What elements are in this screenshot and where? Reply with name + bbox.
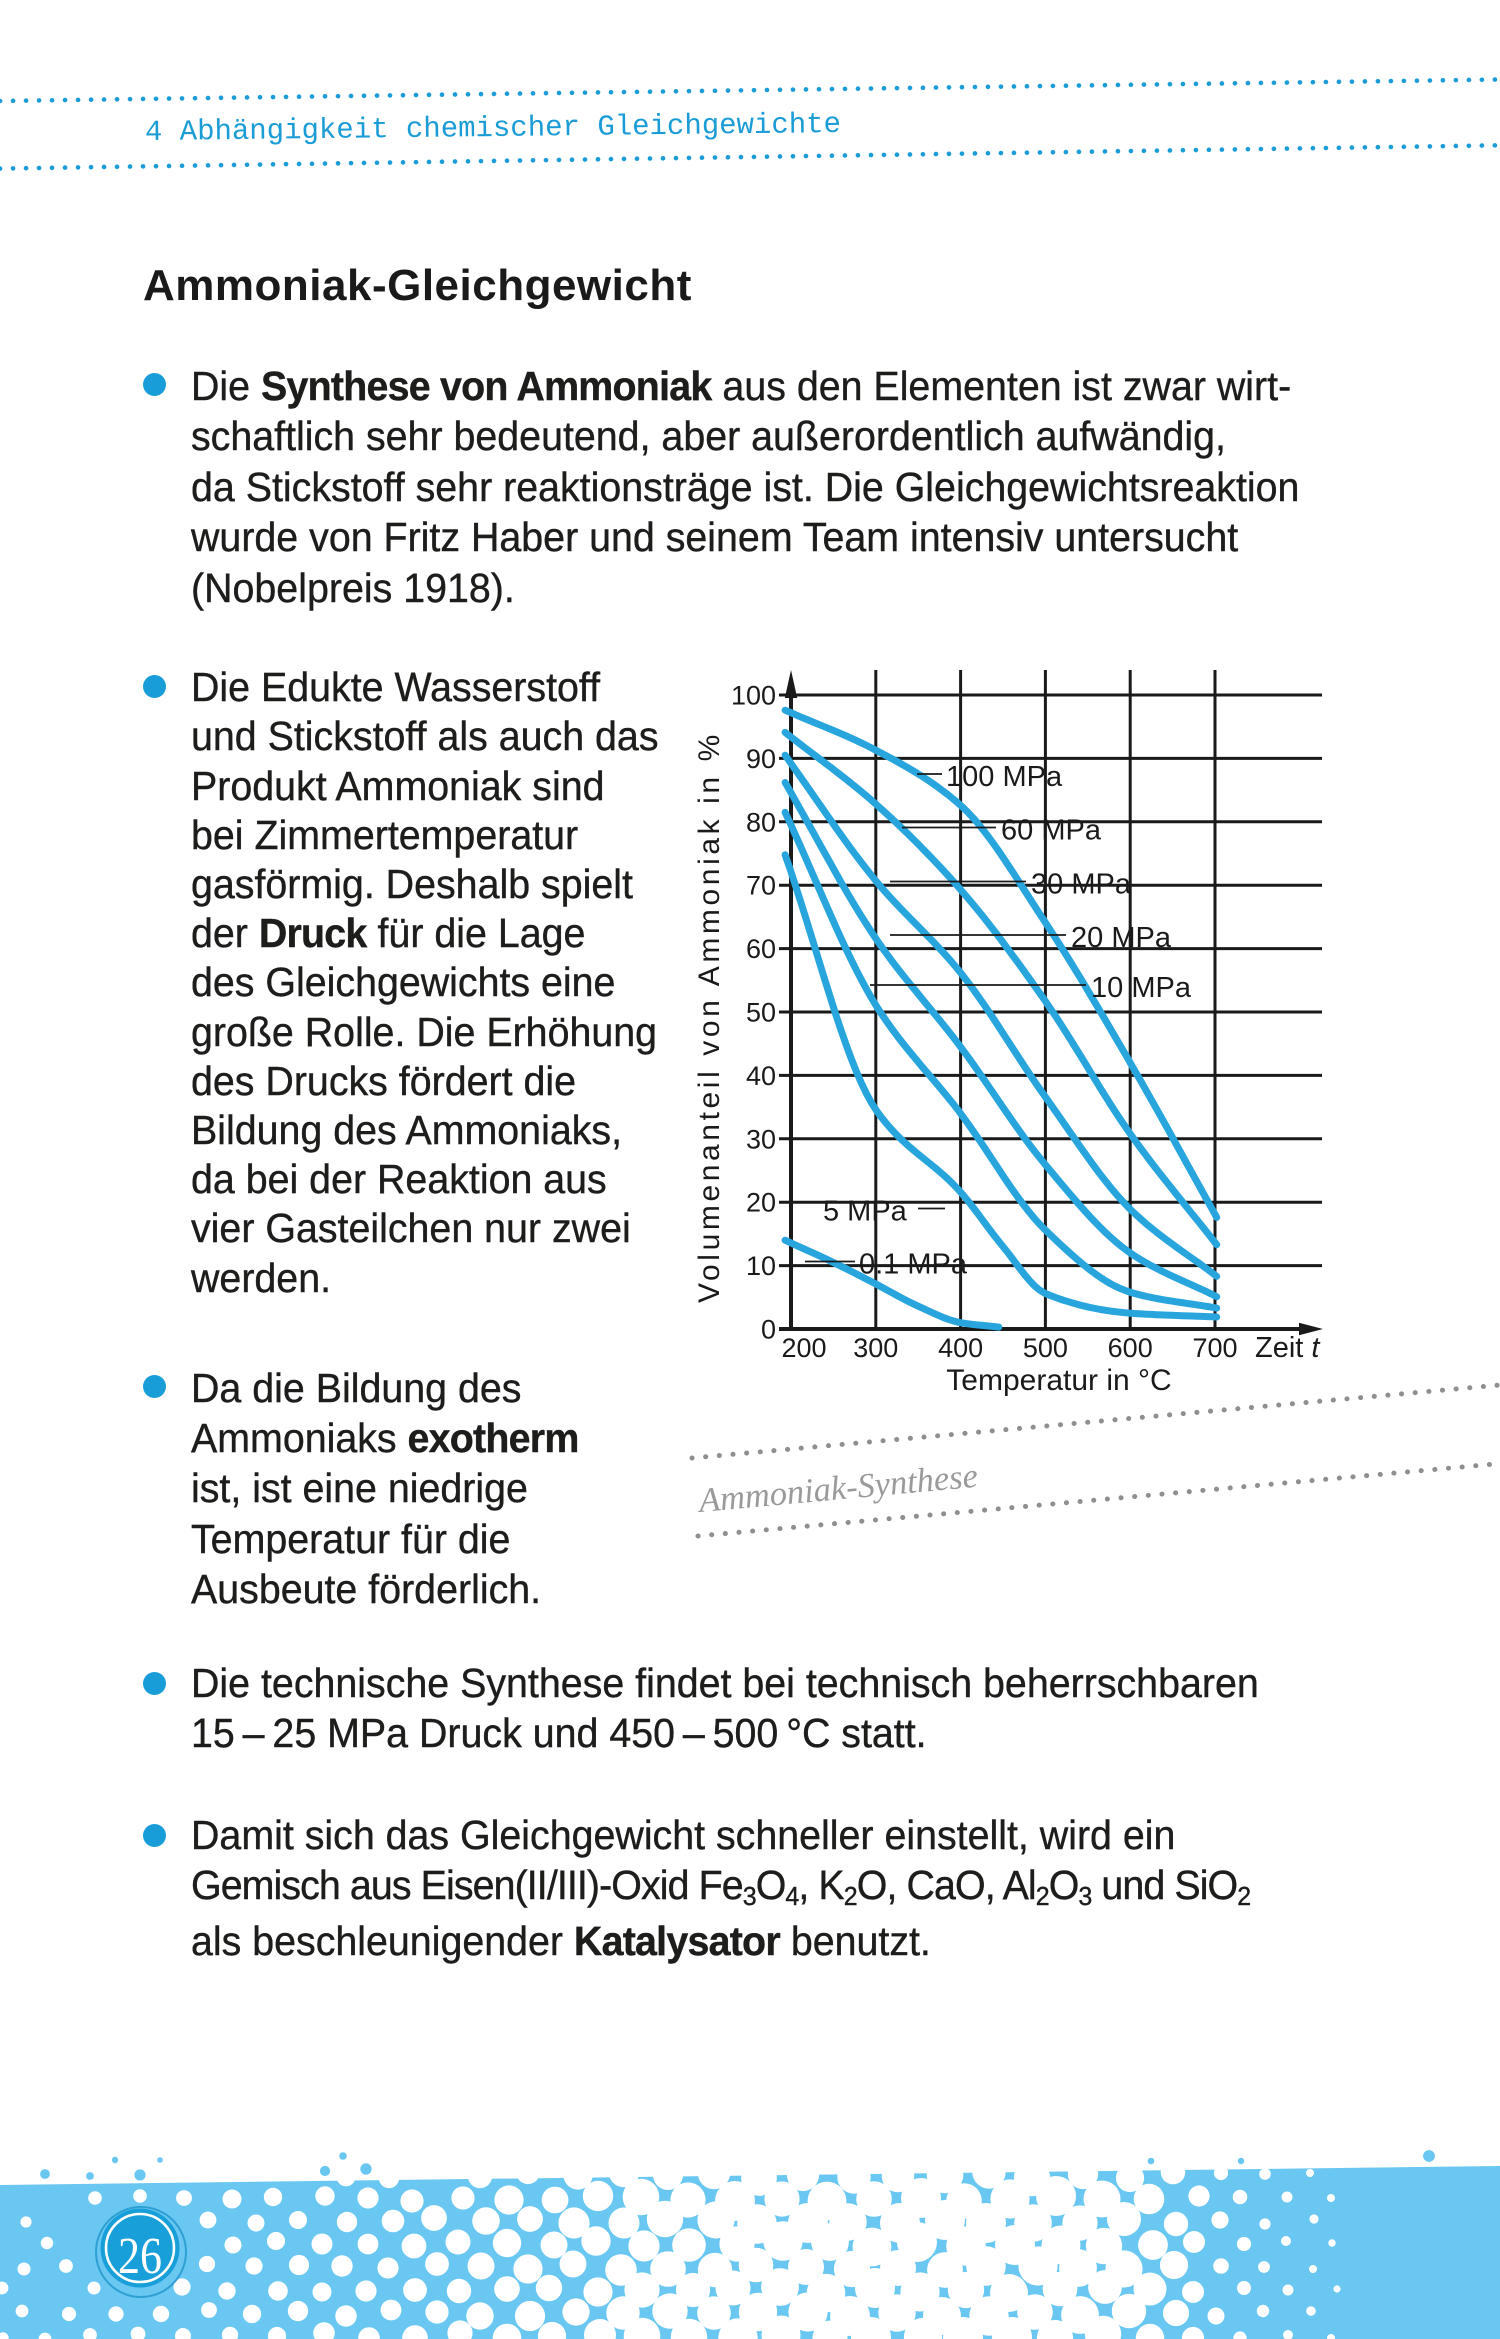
svg-text:30: 30: [746, 1124, 776, 1154]
svg-text:60: 60: [746, 934, 776, 964]
svg-text:26: 26: [118, 2228, 162, 2285]
svg-text:20: 20: [746, 1188, 776, 1218]
svg-text:500: 500: [1023, 1333, 1068, 1363]
svg-text:100: 100: [731, 681, 776, 711]
svg-text:10: 10: [746, 1251, 776, 1281]
svg-text:400: 400: [938, 1333, 983, 1363]
svg-text:600: 600: [1108, 1333, 1153, 1363]
svg-text:200: 200: [781, 1333, 826, 1363]
svg-text:20 MPa: 20 MPa: [1071, 922, 1172, 954]
svg-text:300: 300: [853, 1333, 898, 1363]
svg-text:80: 80: [746, 807, 776, 837]
svg-text:Temperatur in °C: Temperatur in °C: [946, 1364, 1171, 1397]
svg-text:5 MPa: 5 MPa: [823, 1196, 908, 1228]
svg-text:100 MPa: 100 MPa: [946, 761, 1063, 793]
svg-text:30 MPa: 30 MPa: [1031, 869, 1132, 901]
svg-text:10 MPa: 10 MPa: [1091, 972, 1192, 1004]
svg-text:50: 50: [746, 998, 776, 1028]
svg-text:Ammoniak-Synthese: Ammoniak-Synthese: [695, 1457, 979, 1520]
svg-text:4 Abhängigkeit chemischer Glei: 4 Abhängigkeit chemischer Gleichgewichte: [145, 108, 841, 149]
svg-text:90: 90: [746, 744, 776, 774]
svg-text:700: 700: [1192, 1333, 1237, 1363]
svg-text:60 MPa: 60 MPa: [1001, 815, 1102, 847]
svg-text:0: 0: [761, 1315, 776, 1345]
svg-text:70: 70: [746, 871, 776, 901]
svg-text:Zeit t: Zeit t: [1255, 1332, 1321, 1364]
svg-text:40: 40: [746, 1061, 776, 1091]
svg-text:Volumenanteil von Ammoniak in: Volumenanteil von Ammoniak in %: [693, 731, 726, 1303]
svg-text:0.1 MPa: 0.1 MPa: [859, 1249, 968, 1281]
